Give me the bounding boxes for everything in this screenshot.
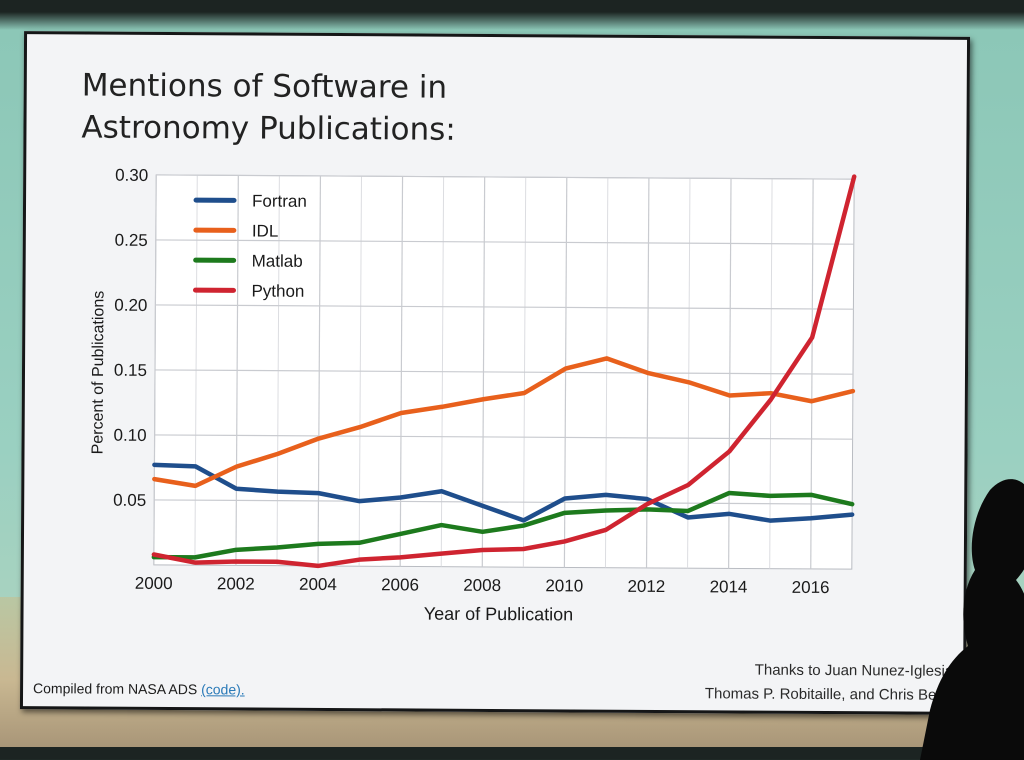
y-tick-label: 0.10 [113, 426, 146, 445]
credit-line-1: Thanks to Juan Nunez-Iglesia [705, 658, 953, 684]
y-tick-label: 0.25 [115, 231, 148, 250]
x-tick-label: 2006 [381, 575, 419, 594]
legend-label-python: Python [251, 282, 304, 301]
legend-label-matlab: Matlab [252, 252, 303, 271]
x-tick-label: 2004 [299, 575, 337, 594]
legend-label-idl: IDL [252, 222, 279, 241]
x-tick-labels: 2000 2002 2004 2006 2008 2010 2012 2014 2016 [135, 574, 830, 597]
credit-line-2: Thomas P. Robitaille, and Chris Beau [705, 682, 953, 708]
source-note: Compiled from NASA ADS (code). [33, 680, 245, 697]
y-tick-label: 0.05 [113, 491, 146, 510]
x-tick-label: 2016 [792, 578, 830, 597]
y-tick-label: 0.15 [114, 361, 147, 380]
x-tick-label: 2008 [463, 576, 501, 595]
code-link[interactable]: (code). [201, 681, 245, 697]
x-tick-label: 2002 [217, 574, 255, 593]
x-tick-label: 2014 [710, 577, 748, 596]
line-chart: 2000 2002 2004 2006 2008 2010 2012 2014 2016 0.0… [23, 34, 967, 712]
projected-slide: Mentions of Software in Astronomy Public… [20, 31, 970, 715]
credits: Thanks to Juan Nunez-Iglesia Thomas P. R… [705, 658, 953, 708]
y-tick-label: 0.20 [114, 296, 147, 315]
x-axis-label: Year of Publication [424, 604, 574, 625]
x-tick-label: 2012 [627, 577, 665, 596]
legend-label-fortran: Fortran [252, 192, 307, 211]
x-tick-label: 2000 [135, 574, 173, 593]
source-text: Compiled from NASA ADS [33, 680, 201, 697]
y-axis-label: Percent of Publications [89, 291, 107, 455]
y-tick-label: 0.30 [115, 166, 148, 185]
x-tick-label: 2010 [545, 576, 583, 595]
y-tick-labels: 0.05 0.10 0.15 0.20 0.25 0.30 [113, 166, 148, 510]
audience-silhouette [920, 470, 1024, 760]
